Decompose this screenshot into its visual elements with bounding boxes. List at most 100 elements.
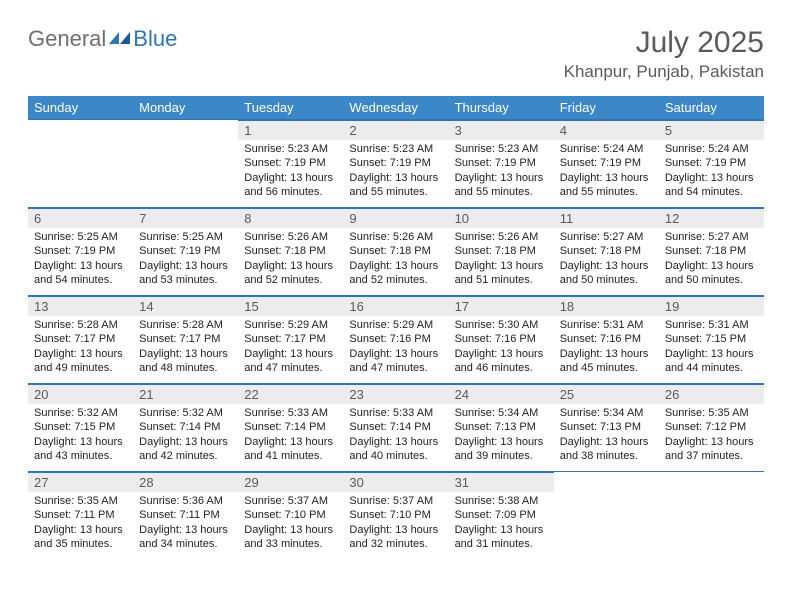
calendar-row: 20Sunrise: 5:32 AMSunset: 7:15 PMDayligh…: [28, 384, 764, 472]
calendar-cell: 10Sunrise: 5:26 AMSunset: 7:18 PMDayligh…: [449, 208, 554, 296]
calendar-cell: 1Sunrise: 5:23 AMSunset: 7:19 PMDaylight…: [238, 120, 343, 208]
day-number: 15: [238, 296, 343, 316]
day-number: 5: [659, 120, 764, 140]
calendar-cell: 16Sunrise: 5:29 AMSunset: 7:16 PMDayligh…: [343, 296, 448, 384]
day-number: 10: [449, 208, 554, 228]
calendar-cell: 21Sunrise: 5:32 AMSunset: 7:14 PMDayligh…: [133, 384, 238, 472]
calendar-row: 27Sunrise: 5:35 AMSunset: 7:11 PMDayligh…: [28, 472, 764, 560]
day-details: Sunrise: 5:37 AMSunset: 7:10 PMDaylight:…: [238, 492, 343, 557]
page-title: July 2025: [564, 26, 764, 60]
calendar-row: 13Sunrise: 5:28 AMSunset: 7:17 PMDayligh…: [28, 296, 764, 384]
calendar-cell: 9Sunrise: 5:26 AMSunset: 7:18 PMDaylight…: [343, 208, 448, 296]
day-details: Sunrise: 5:33 AMSunset: 7:14 PMDaylight:…: [343, 404, 448, 469]
day-number: 27: [28, 472, 133, 492]
day-number: 29: [238, 472, 343, 492]
calendar-cell: [28, 120, 133, 208]
day-number: 20: [28, 384, 133, 404]
day-details: Sunrise: 5:26 AMSunset: 7:18 PMDaylight:…: [343, 228, 448, 293]
day-details: Sunrise: 5:36 AMSunset: 7:11 PMDaylight:…: [133, 492, 238, 557]
weekday-header: Friday: [554, 96, 659, 120]
day-number: 11: [554, 208, 659, 228]
day-details: Sunrise: 5:38 AMSunset: 7:09 PMDaylight:…: [449, 492, 554, 557]
calendar-cell: 14Sunrise: 5:28 AMSunset: 7:17 PMDayligh…: [133, 296, 238, 384]
day-number: 28: [133, 472, 238, 492]
calendar-cell: 4Sunrise: 5:24 AMSunset: 7:19 PMDaylight…: [554, 120, 659, 208]
day-number: 18: [554, 296, 659, 316]
calendar-cell: 19Sunrise: 5:31 AMSunset: 7:15 PMDayligh…: [659, 296, 764, 384]
calendar-cell: [133, 120, 238, 208]
calendar-row: 1Sunrise: 5:23 AMSunset: 7:19 PMDaylight…: [28, 120, 764, 208]
calendar-cell: 11Sunrise: 5:27 AMSunset: 7:18 PMDayligh…: [554, 208, 659, 296]
calendar-cell: 20Sunrise: 5:32 AMSunset: 7:15 PMDayligh…: [28, 384, 133, 472]
calendar-cell: 6Sunrise: 5:25 AMSunset: 7:19 PMDaylight…: [28, 208, 133, 296]
calendar-cell: 3Sunrise: 5:23 AMSunset: 7:19 PMDaylight…: [449, 120, 554, 208]
day-details: Sunrise: 5:29 AMSunset: 7:17 PMDaylight:…: [238, 316, 343, 381]
day-number: 1: [238, 120, 343, 140]
day-details: Sunrise: 5:30 AMSunset: 7:16 PMDaylight:…: [449, 316, 554, 381]
weekday-header: Saturday: [659, 96, 764, 120]
calendar-cell: 17Sunrise: 5:30 AMSunset: 7:16 PMDayligh…: [449, 296, 554, 384]
weekday-header: Tuesday: [238, 96, 343, 120]
logo: General Blue: [28, 26, 177, 52]
day-number: 30: [343, 472, 448, 492]
day-details: Sunrise: 5:34 AMSunset: 7:13 PMDaylight:…: [449, 404, 554, 469]
day-number: 16: [343, 296, 448, 316]
day-number: 19: [659, 296, 764, 316]
calendar-cell: [554, 472, 659, 560]
calendar-cell: 27Sunrise: 5:35 AMSunset: 7:11 PMDayligh…: [28, 472, 133, 560]
day-details: Sunrise: 5:33 AMSunset: 7:14 PMDaylight:…: [238, 404, 343, 469]
calendar-cell: 18Sunrise: 5:31 AMSunset: 7:16 PMDayligh…: [554, 296, 659, 384]
calendar-cell: 24Sunrise: 5:34 AMSunset: 7:13 PMDayligh…: [449, 384, 554, 472]
day-details: Sunrise: 5:23 AMSunset: 7:19 PMDaylight:…: [238, 140, 343, 205]
day-details: Sunrise: 5:24 AMSunset: 7:19 PMDaylight:…: [554, 140, 659, 205]
location-label: Khanpur, Punjab, Pakistan: [564, 62, 764, 82]
calendar-cell: 31Sunrise: 5:38 AMSunset: 7:09 PMDayligh…: [449, 472, 554, 560]
day-details: Sunrise: 5:26 AMSunset: 7:18 PMDaylight:…: [449, 228, 554, 293]
calendar-cell: 5Sunrise: 5:24 AMSunset: 7:19 PMDaylight…: [659, 120, 764, 208]
header: General Blue July 2025 Khanpur, Punjab, …: [28, 26, 764, 82]
day-details: Sunrise: 5:27 AMSunset: 7:18 PMDaylight:…: [554, 228, 659, 293]
calendar-cell: 29Sunrise: 5:37 AMSunset: 7:10 PMDayligh…: [238, 472, 343, 560]
day-details: Sunrise: 5:23 AMSunset: 7:19 PMDaylight:…: [449, 140, 554, 205]
calendar-cell: 22Sunrise: 5:33 AMSunset: 7:14 PMDayligh…: [238, 384, 343, 472]
day-details: Sunrise: 5:32 AMSunset: 7:14 PMDaylight:…: [133, 404, 238, 469]
day-number: 26: [659, 384, 764, 404]
day-details: Sunrise: 5:29 AMSunset: 7:16 PMDaylight:…: [343, 316, 448, 381]
weekday-header: Thursday: [449, 96, 554, 120]
day-number: 8: [238, 208, 343, 228]
calendar-cell: 13Sunrise: 5:28 AMSunset: 7:17 PMDayligh…: [28, 296, 133, 384]
calendar-cell: 23Sunrise: 5:33 AMSunset: 7:14 PMDayligh…: [343, 384, 448, 472]
weekday-header: Wednesday: [343, 96, 448, 120]
logo-icon: [109, 30, 131, 51]
calendar-cell: 2Sunrise: 5:23 AMSunset: 7:19 PMDaylight…: [343, 120, 448, 208]
weekday-header: Sunday: [28, 96, 133, 120]
day-details: Sunrise: 5:37 AMSunset: 7:10 PMDaylight:…: [343, 492, 448, 557]
weekday-header-row: Sunday Monday Tuesday Wednesday Thursday…: [28, 96, 764, 120]
logo-text-general: General: [28, 26, 106, 52]
calendar-table: Sunday Monday Tuesday Wednesday Thursday…: [28, 96, 764, 560]
calendar-cell: 8Sunrise: 5:26 AMSunset: 7:18 PMDaylight…: [238, 208, 343, 296]
day-details: Sunrise: 5:27 AMSunset: 7:18 PMDaylight:…: [659, 228, 764, 293]
day-number: 14: [133, 296, 238, 316]
day-number: 2: [343, 120, 448, 140]
day-details: Sunrise: 5:31 AMSunset: 7:15 PMDaylight:…: [659, 316, 764, 381]
day-number: 7: [133, 208, 238, 228]
day-number: 22: [238, 384, 343, 404]
logo-text-blue: Blue: [133, 26, 177, 52]
calendar-cell: 15Sunrise: 5:29 AMSunset: 7:17 PMDayligh…: [238, 296, 343, 384]
weekday-header: Monday: [133, 96, 238, 120]
day-number: 9: [343, 208, 448, 228]
day-details: Sunrise: 5:35 AMSunset: 7:11 PMDaylight:…: [28, 492, 133, 557]
day-number: 4: [554, 120, 659, 140]
calendar-cell: 7Sunrise: 5:25 AMSunset: 7:19 PMDaylight…: [133, 208, 238, 296]
day-details: Sunrise: 5:23 AMSunset: 7:19 PMDaylight:…: [343, 140, 448, 205]
calendar-cell: [659, 472, 764, 560]
day-details: Sunrise: 5:25 AMSunset: 7:19 PMDaylight:…: [133, 228, 238, 293]
day-number: 17: [449, 296, 554, 316]
calendar-cell: 26Sunrise: 5:35 AMSunset: 7:12 PMDayligh…: [659, 384, 764, 472]
day-details: Sunrise: 5:35 AMSunset: 7:12 PMDaylight:…: [659, 404, 764, 469]
day-details: Sunrise: 5:31 AMSunset: 7:16 PMDaylight:…: [554, 316, 659, 381]
calendar-body: 1Sunrise: 5:23 AMSunset: 7:19 PMDaylight…: [28, 120, 764, 560]
calendar-cell: 30Sunrise: 5:37 AMSunset: 7:10 PMDayligh…: [343, 472, 448, 560]
calendar-cell: 28Sunrise: 5:36 AMSunset: 7:11 PMDayligh…: [133, 472, 238, 560]
